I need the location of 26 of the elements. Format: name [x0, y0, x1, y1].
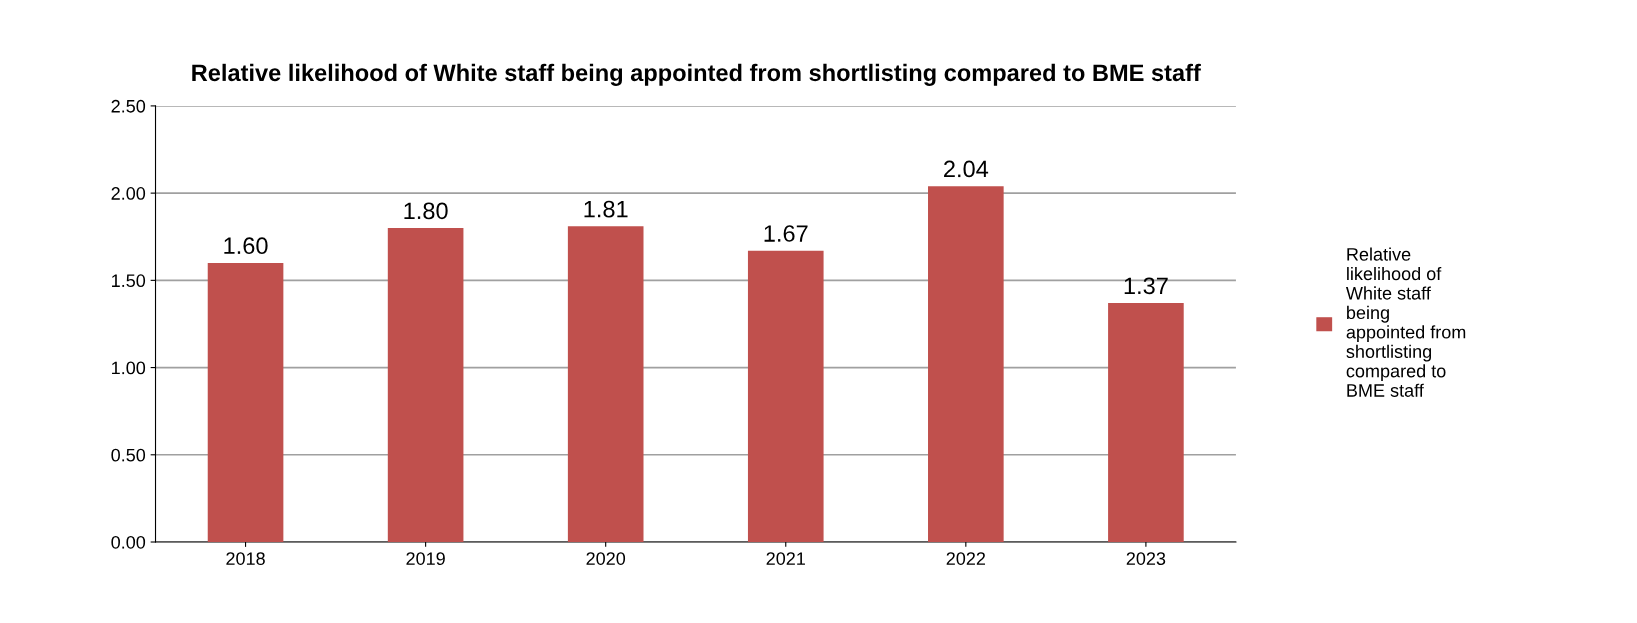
- bar: [1108, 303, 1184, 543]
- x-tick-label: 2020: [586, 552, 626, 565]
- y-tick-label: 2.50: [111, 99, 146, 113]
- bar: [207, 262, 284, 543]
- bar: [928, 186, 1004, 543]
- x-tick-label: 2021: [766, 552, 805, 565]
- legend-label: Relative likelihood of White staff being appointed from shortlisting compared to BME staff: [1345, 247, 1466, 397]
- x-tick-label: 2022: [946, 552, 986, 565]
- text: 1.81: [584, 200, 628, 218]
- y-tick-label: 0.00: [111, 535, 146, 549]
- text: 1.37: [1124, 277, 1168, 295]
- y-tick-label: 1.50: [112, 274, 146, 288]
- text: 1.60: [224, 237, 268, 255]
- text: 1.67: [764, 225, 808, 242]
- y-tick-label: 2.00: [111, 187, 146, 200]
- x-tick-label: 2019: [406, 552, 445, 565]
- bar: [567, 226, 644, 543]
- bar: [747, 250, 824, 543]
- text: 2.04: [944, 160, 989, 178]
- x-tick-label: 2018: [226, 552, 265, 565]
- y-tick-label: 0.50: [111, 448, 146, 462]
- text: 1.80: [404, 202, 448, 220]
- y-tick-label: 1.00: [112, 361, 146, 375]
- bar: [387, 228, 464, 543]
- x-tick-label: 2023: [1126, 552, 1166, 565]
- chart-title: Relative likelihood of White staff being appointed from shortlisting compared to BME staff: [192, 63, 1201, 86]
